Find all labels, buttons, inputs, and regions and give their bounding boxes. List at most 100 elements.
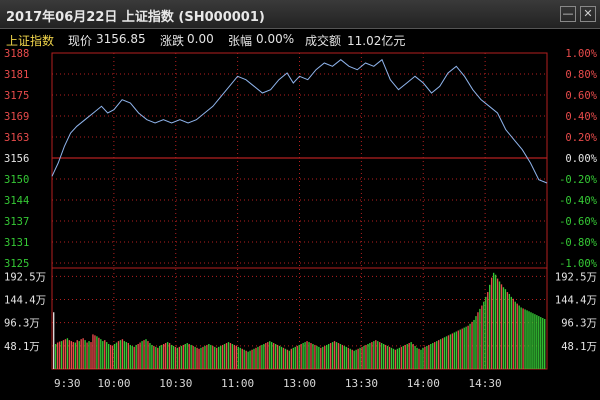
volume-bar xyxy=(506,292,509,369)
volume-bar xyxy=(113,343,116,369)
time-tick-label: 14:00 xyxy=(407,377,440,390)
volume-bar xyxy=(343,345,346,369)
minimize-button[interactable]: — xyxy=(560,6,576,22)
volume-bar xyxy=(388,346,391,369)
volume-bar xyxy=(363,345,365,369)
time-tick-label: 10:00 xyxy=(97,377,130,390)
volume-bar xyxy=(412,343,414,369)
volume-bar xyxy=(111,345,114,369)
volume-bar xyxy=(512,298,514,369)
pct-tick-label: 0.20% xyxy=(565,132,597,144)
price-tick-label: 3169 xyxy=(4,111,29,123)
volume-bar xyxy=(434,342,436,369)
volume-bar xyxy=(355,349,357,369)
volume-bar xyxy=(241,348,243,369)
volume-bar xyxy=(172,345,175,369)
volume-bar xyxy=(137,343,139,369)
volume-bar xyxy=(318,346,320,369)
volume-bar xyxy=(109,344,112,369)
price-tick-label: 3175 xyxy=(4,90,29,102)
volume-bar xyxy=(170,344,173,369)
volume-bar xyxy=(386,345,389,369)
volume-bar xyxy=(212,345,214,369)
volume-bar xyxy=(394,349,397,369)
volume-bar xyxy=(70,341,73,369)
price-tick-label: 3131 xyxy=(4,237,29,249)
volume-bar xyxy=(361,346,363,369)
volume-bar xyxy=(461,328,463,369)
volume-bar xyxy=(149,343,151,369)
volume-bar xyxy=(80,339,82,369)
volume-bar xyxy=(337,343,340,369)
volume-bar xyxy=(78,341,80,369)
volume-bar xyxy=(479,308,481,369)
volume-bar xyxy=(463,327,465,369)
volume-bar xyxy=(310,343,312,369)
pct-tick-label: 1.00% xyxy=(565,48,597,60)
volume-bar xyxy=(237,346,239,369)
price-line xyxy=(51,58,548,184)
volume-bar xyxy=(538,316,540,369)
volume-bar xyxy=(418,348,420,369)
volume-bar xyxy=(94,335,96,369)
axis-labels: 3188 1.00% 3181 0.80% 3175 0.60% 3169 0.40% 3163… xyxy=(4,48,598,390)
volume-bar xyxy=(131,345,133,369)
volume-bar xyxy=(271,342,273,369)
pct-tick-label: -1.00% xyxy=(559,258,598,270)
volume-bars xyxy=(53,272,546,369)
volume-bar xyxy=(422,347,424,369)
volume-bar xyxy=(186,343,188,369)
pct-tick-label: -0.40% xyxy=(559,195,598,207)
volume-bar xyxy=(382,343,385,369)
volume-bar xyxy=(217,346,220,369)
volume-bar xyxy=(88,341,90,369)
price-value: 3156.85 xyxy=(96,32,146,46)
volume-bar xyxy=(119,340,122,369)
volume-bar xyxy=(353,350,355,369)
volume-bar xyxy=(174,346,177,369)
volume-bar xyxy=(159,345,161,369)
volume-bar xyxy=(202,346,204,369)
volume-bar xyxy=(235,345,238,369)
volume-bar xyxy=(298,344,300,369)
volume-bar xyxy=(96,336,98,369)
volume-bar xyxy=(481,305,483,369)
volume-bar xyxy=(141,341,143,369)
volume-bar xyxy=(500,284,503,369)
volume-bar xyxy=(518,305,520,369)
volume-bar xyxy=(296,345,298,369)
volume-tick-label: 192.5万 xyxy=(4,271,46,283)
volume-bar xyxy=(245,350,247,369)
pct-tick-label: 0.00% xyxy=(565,153,597,165)
volume-bar xyxy=(76,340,78,369)
volume-bar xyxy=(208,343,210,369)
close-button[interactable]: ✕ xyxy=(580,6,596,22)
volume-bar xyxy=(233,344,236,369)
volume-bar xyxy=(143,340,145,369)
volume-bar xyxy=(469,323,471,369)
volume-bar xyxy=(74,342,76,369)
volume-bar xyxy=(157,347,159,369)
volume-bar xyxy=(326,344,328,369)
volume-bar xyxy=(498,281,501,369)
volume-bar xyxy=(494,274,497,369)
volume-bar xyxy=(192,345,194,369)
volume-bar xyxy=(249,350,251,369)
volume-bar xyxy=(347,347,349,369)
volume-bar xyxy=(58,341,61,369)
volume-bar xyxy=(404,344,406,369)
volume-bar xyxy=(53,312,55,369)
volume-bar xyxy=(72,342,74,369)
volume-bar xyxy=(127,343,129,369)
volume-bar xyxy=(514,301,516,369)
volume-bar xyxy=(223,343,226,369)
volume-bar xyxy=(259,345,261,369)
volume-bar xyxy=(247,351,249,369)
volume-bar xyxy=(485,296,487,369)
volume-bar xyxy=(231,343,234,369)
pct-tick-label: -0.60% xyxy=(559,216,598,228)
volume-bar xyxy=(339,343,342,369)
volume-bar xyxy=(534,314,536,369)
volume-bar xyxy=(276,344,279,369)
volume-bar xyxy=(117,341,120,369)
